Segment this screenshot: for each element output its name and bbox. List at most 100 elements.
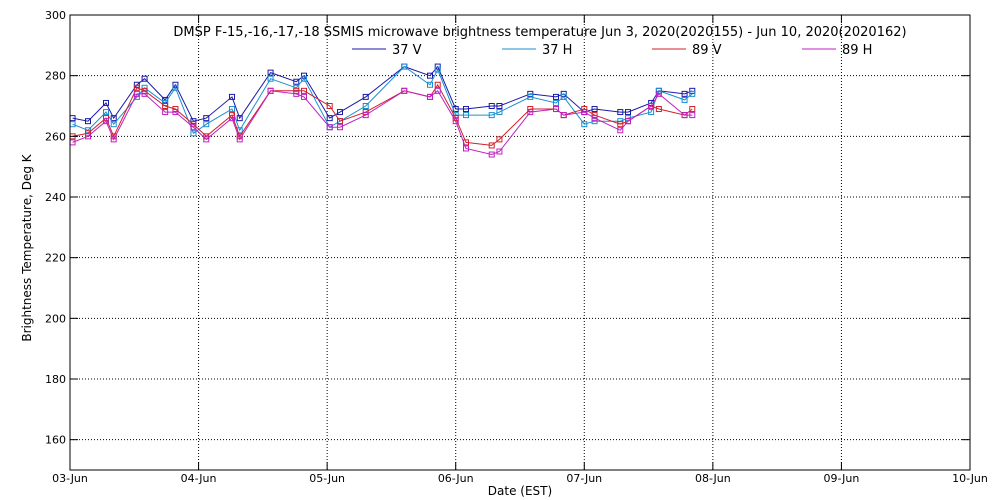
data-point-37-v <box>591 106 598 113</box>
data-point-89-h <box>452 118 459 125</box>
data-point-89-h <box>527 109 534 116</box>
data-point-89-h <box>591 115 598 122</box>
legend-label-89-v: 89 V <box>692 43 722 58</box>
data-point-89-h <box>103 118 109 125</box>
data-point-37-h <box>681 96 688 103</box>
chart-title: DMSP F-15,-16,-17,-18 SSMIS microwave br… <box>173 25 906 40</box>
data-point-37-v <box>326 115 333 122</box>
data-point-37-h <box>648 109 655 116</box>
data-point-89-h <box>85 133 91 140</box>
data-point-37-v <box>617 109 624 116</box>
data-point-37-h <box>172 84 179 91</box>
data-point-89-v <box>133 84 140 91</box>
data-point-89-v <box>301 87 307 94</box>
data-point-37-h <box>427 81 433 88</box>
legend-item-37-h: 37 H <box>502 43 572 58</box>
data-point-37-v <box>553 93 559 100</box>
data-point-89-h <box>581 109 588 116</box>
data-point-89-v <box>434 81 441 88</box>
x-tick-label: 07-Jun <box>566 472 602 485</box>
data-point-37-v <box>689 87 696 94</box>
data-point-37-h <box>553 99 559 106</box>
x-tick-label: 08-Jun <box>695 472 731 485</box>
data-point-89-h <box>293 90 300 97</box>
x-tick-label: 09-Jun <box>824 472 860 485</box>
series-line-89-v <box>72 83 693 146</box>
data-point-89-h <box>141 90 148 97</box>
data-point-37-v <box>463 106 469 113</box>
data-point-37-h <box>401 63 408 70</box>
y-tick-label: 280 <box>45 70 66 83</box>
data-point-37-h <box>496 109 503 116</box>
data-point-89-v <box>527 106 534 113</box>
data-point-89-h <box>488 151 495 158</box>
data-point-37-v <box>496 103 503 109</box>
legend-item-89-v: 89 V <box>652 43 722 58</box>
x-axis-label: Date (EST) <box>488 484 552 498</box>
data-point-89-h <box>203 136 210 143</box>
y-tick-label: 160 <box>45 434 66 447</box>
series-89-h <box>69 87 696 158</box>
data-point-37-v <box>85 118 91 125</box>
data-point-89-h <box>648 103 655 109</box>
x-tick-label: 06-Jun <box>438 472 474 485</box>
data-point-37-v <box>527 90 534 97</box>
data-point-89-h <box>434 87 441 94</box>
series-line-37-h <box>72 65 693 135</box>
data-point-89-h <box>427 93 433 100</box>
data-point-89-v <box>162 103 169 109</box>
data-point-89-v <box>337 118 343 125</box>
data-point-89-h <box>172 109 179 116</box>
data-point-37-h <box>463 112 469 119</box>
data-point-37-h <box>581 121 588 128</box>
x-tick-label: 05-Jun <box>309 472 345 485</box>
data-point-37-h <box>362 103 369 109</box>
data-point-89-h <box>326 124 333 131</box>
data-point-89-v <box>488 142 495 149</box>
data-point-37-v <box>229 93 235 100</box>
data-point-37-v <box>103 99 109 106</box>
legend-item-37-v: 37 V <box>352 43 422 58</box>
y-tick-label: 220 <box>45 252 66 265</box>
x-tick-label: 03-Jun <box>52 472 88 485</box>
data-point-89-h <box>617 127 624 134</box>
series-37-h <box>69 63 696 137</box>
data-point-37-h <box>527 93 534 100</box>
data-point-37-h <box>689 90 696 97</box>
data-point-89-v <box>655 106 662 113</box>
grid-lines <box>70 15 970 470</box>
data-point-89-v <box>326 103 333 109</box>
data-point-89-h <box>401 87 408 94</box>
y-tick-label: 180 <box>45 373 66 386</box>
data-point-37-v <box>488 103 495 109</box>
data-point-89-h <box>362 112 369 119</box>
y-tick-label: 200 <box>45 312 66 325</box>
series-line-89-h <box>72 90 693 156</box>
legend-label-37-v: 37 V <box>392 43 422 58</box>
data-point-37-h <box>190 130 197 137</box>
data-point-89-v <box>496 136 503 143</box>
x-tick-label: 04-Jun <box>181 472 217 485</box>
data-point-37-v <box>293 78 300 85</box>
data-point-89-h <box>162 109 169 116</box>
data-point-89-h <box>681 112 688 119</box>
data-point-89-v <box>172 106 179 113</box>
y-tick-label: 300 <box>45 9 66 22</box>
data-point-89-v <box>293 87 300 94</box>
data-point-37-v <box>236 115 243 122</box>
data-point-37-v <box>267 69 274 76</box>
data-point-37-v <box>362 93 369 100</box>
data-point-89-h <box>496 148 503 155</box>
data-point-37-h <box>560 93 567 100</box>
data-point-89-h <box>655 90 662 97</box>
data-point-37-h <box>203 121 210 128</box>
data-point-89-h <box>689 112 696 119</box>
data-point-89-h <box>190 124 197 131</box>
data-point-37-h <box>488 112 495 119</box>
data-point-37-h <box>591 118 598 125</box>
data-point-89-h <box>110 136 117 143</box>
data-point-37-h <box>103 109 109 116</box>
data-point-37-v <box>141 75 148 82</box>
data-point-89-h <box>337 124 343 131</box>
